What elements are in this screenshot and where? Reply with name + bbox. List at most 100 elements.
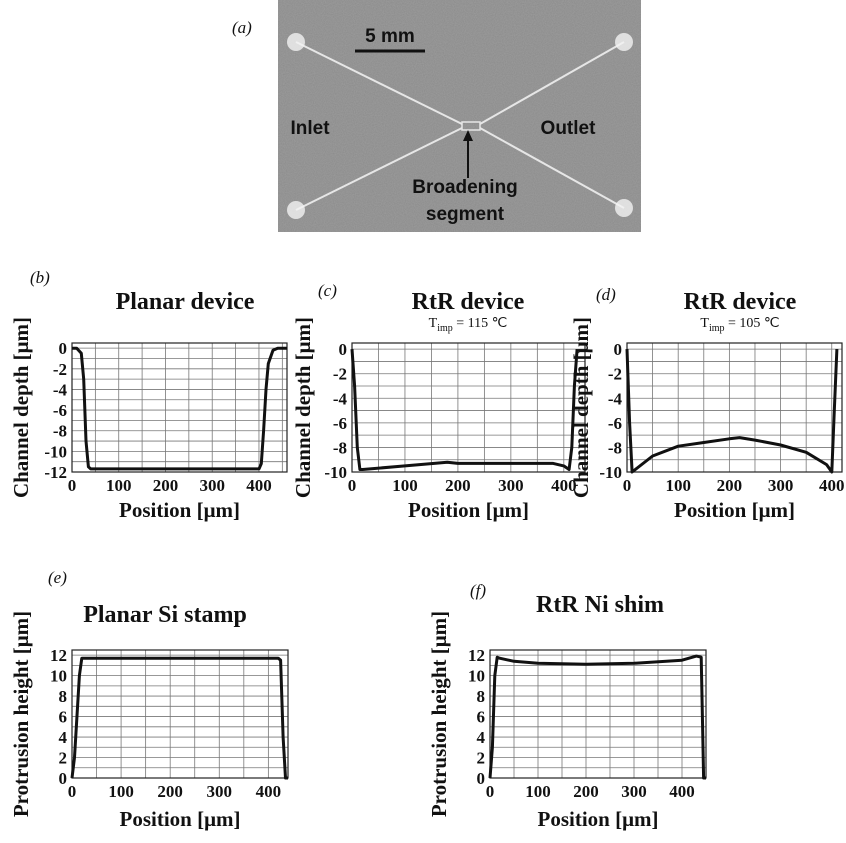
chart-title: RtR device — [412, 289, 525, 315]
x-axis-label: Position [μm] — [119, 498, 240, 522]
scale-label: 5 mm — [365, 26, 415, 47]
x-tick-label: 0 — [348, 476, 357, 495]
subtitle-part: T — [429, 316, 438, 331]
x-tick-label: 300 — [199, 476, 225, 495]
y-tick-label: 4 — [59, 728, 68, 747]
x-tick-label: 300 — [207, 782, 233, 801]
y-tick-label: -8 — [333, 438, 347, 457]
plot-frame — [489, 649, 707, 779]
chart-subtitle: Timp = 115 ℃ — [429, 316, 508, 334]
panel-label: (b) — [30, 268, 50, 287]
x-tick-label: 300 — [621, 782, 647, 801]
y-tick-label: 8 — [59, 687, 68, 706]
plot-frame — [71, 342, 288, 473]
y-tick-label: -10 — [44, 442, 67, 461]
plot-frame — [626, 342, 843, 473]
x-tick-label: 100 — [106, 476, 132, 495]
x-tick-label: 200 — [157, 782, 183, 801]
panel-label: (f) — [470, 581, 486, 600]
x-tick-label: 100 — [392, 476, 418, 495]
y-tick-label: 0 — [339, 340, 348, 359]
y-axis-label: Channel depth [μm] — [569, 317, 593, 498]
panel-label: (e) — [48, 568, 67, 587]
y-tick-label: 4 — [477, 728, 486, 747]
x-axis-label: Position [μm] — [408, 498, 529, 522]
y-tick-label: 10 — [50, 667, 67, 686]
y-tick-label: 12 — [50, 646, 67, 665]
y-tick-label: -4 — [608, 389, 623, 408]
x-tick-label: 200 — [573, 782, 599, 801]
data-line — [72, 346, 287, 471]
chart-title: Planar Si stamp — [83, 602, 247, 628]
x-tick-label: 0 — [486, 782, 495, 801]
arrow-head — [463, 130, 473, 141]
x-tick-label: 100 — [108, 782, 134, 801]
channels — [295, 41, 625, 211]
segment-label: Broadening — [412, 177, 518, 198]
photo-panel: (a) 5 mm Inlet Outlet Broadening segment — [232, 0, 641, 232]
y-tick-label: 6 — [477, 708, 486, 727]
y-tick-label: -2 — [333, 365, 347, 384]
x-tick-label: 400 — [256, 782, 282, 801]
y-tick-label: 2 — [59, 749, 68, 768]
x-tick-label: 100 — [525, 782, 551, 801]
data-line — [350, 348, 579, 471]
chart-subtitle: Timp = 105 ℃ — [700, 316, 779, 334]
y-tick-label: -6 — [53, 401, 67, 420]
data-line — [625, 349, 839, 474]
y-tick-label: 2 — [477, 749, 486, 768]
ports — [287, 33, 633, 219]
y-tick-label: -2 — [53, 360, 67, 379]
subtitle-part: = 105 ℃ — [725, 316, 780, 331]
x-tick-label: 200 — [717, 476, 743, 495]
x-tick-label: 400 — [819, 476, 845, 495]
y-axis-label: Protrusion height [μm] — [9, 611, 33, 817]
y-tick-label: -10 — [324, 463, 347, 482]
x-tick-label: 400 — [669, 782, 695, 801]
y-tick-label: 0 — [614, 340, 623, 359]
y-axis-label: Channel depth [μm] — [9, 317, 33, 498]
x-tick-label: 400 — [551, 476, 577, 495]
x-tick-label: 300 — [498, 476, 524, 495]
x-axis-label: Position [μm] — [120, 807, 241, 831]
panel-label: (a) — [232, 18, 252, 37]
chart-title: Planar device — [116, 289, 255, 315]
x-tick-label: 0 — [68, 782, 77, 801]
segment-label: segment — [426, 204, 505, 225]
y-axis-label: Channel depth [μm] — [291, 317, 315, 498]
y-tick-label: -4 — [53, 380, 68, 399]
x-axis-label: Position [μm] — [538, 807, 659, 831]
y-tick-label: -6 — [608, 414, 622, 433]
photo-texture — [278, 0, 641, 232]
x-tick-label: 0 — [68, 476, 77, 495]
panel-label: (d) — [596, 285, 616, 304]
y-tick-label: -12 — [44, 463, 67, 482]
y-tick-label: -10 — [599, 463, 622, 482]
y-tick-label: -6 — [333, 414, 347, 433]
plot-frame — [71, 649, 289, 779]
inlet-label: Inlet — [290, 118, 330, 139]
x-tick-label: 300 — [768, 476, 794, 495]
chart-title: RtR device — [684, 289, 797, 315]
y-tick-label: 10 — [468, 667, 485, 686]
y-tick-label: -8 — [608, 438, 622, 457]
y-tick-label: 0 — [59, 769, 68, 788]
y-tick-label: 8 — [477, 687, 486, 706]
y-tick-label: -4 — [333, 389, 348, 408]
subtitle-part: T — [700, 316, 709, 331]
y-tick-label: -2 — [608, 365, 622, 384]
x-tick-label: 200 — [445, 476, 471, 495]
y-axis-label: Protrusion height [μm] — [427, 611, 451, 817]
subtitle-part: imp — [709, 323, 725, 334]
outlet-label: Outlet — [541, 118, 597, 139]
y-tick-label: 12 — [468, 646, 485, 665]
y-tick-label: 6 — [59, 708, 68, 727]
panel-label: (c) — [318, 281, 337, 300]
x-axis-label: Position [μm] — [674, 498, 795, 522]
x-tick-label: 200 — [153, 476, 179, 495]
y-tick-label: -8 — [53, 422, 67, 441]
chart-title: RtR Ni shim — [536, 592, 664, 618]
y-tick-label: 0 — [59, 339, 68, 358]
subtitle-part: imp — [437, 323, 453, 334]
